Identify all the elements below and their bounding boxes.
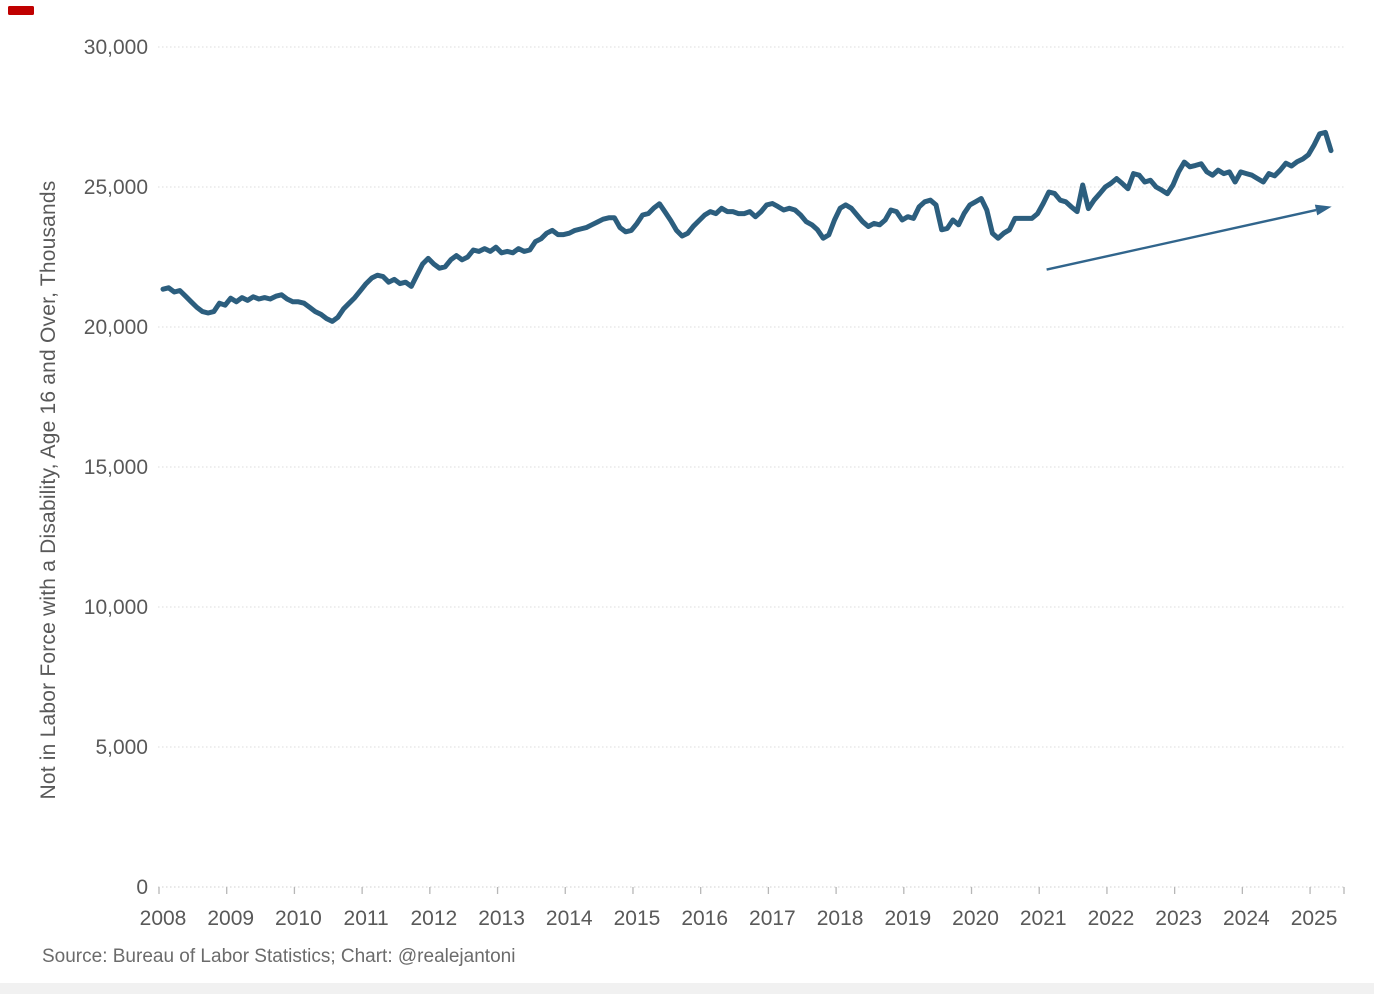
y-tick-label: 0	[136, 876, 148, 899]
y-tick-label: 30,000	[84, 36, 148, 59]
y-tick-label: 25,000	[84, 176, 148, 199]
trend-arrow-shaft	[1046, 208, 1317, 271]
x-tick-label: 2024	[1223, 907, 1270, 930]
x-tick-label: 2021	[1020, 907, 1067, 930]
x-tick-label: 2018	[817, 907, 864, 930]
x-tick-label: 2010	[275, 907, 322, 930]
x-tick-label: 2008	[140, 907, 187, 930]
x-tick-label: 2015	[614, 907, 661, 930]
trend-arrow-head	[1314, 204, 1332, 216]
x-tick-label: 2014	[546, 907, 593, 930]
x-tick-label: 2013	[478, 907, 525, 930]
y-tick-label: 15,000	[84, 456, 148, 479]
x-tick-label: 2009	[207, 907, 254, 930]
x-tick-label: 2016	[681, 907, 728, 930]
data-line-series	[160, 129, 1334, 324]
x-tick-label: 2017	[749, 907, 796, 930]
red-dash-mark	[8, 6, 34, 15]
y-tick-label: 20,000	[84, 316, 148, 339]
y-tick-label: 10,000	[84, 596, 148, 619]
x-tick-label: 2020	[952, 907, 999, 930]
x-tick-label: 2012	[410, 907, 457, 930]
x-tick-label: 2011	[344, 907, 389, 930]
y-tick-label: 5,000	[95, 736, 148, 759]
source-caption: Source: Bureau of Labor Statistics; Char…	[42, 946, 516, 967]
x-tick-label: 2025	[1291, 907, 1338, 930]
x-tick-label: 2023	[1155, 907, 1202, 930]
x-tick-label: 2019	[884, 907, 931, 930]
bottom-edge-bar	[0, 983, 1374, 994]
y-axis-title: Not in Labor Force with a Disability, Ag…	[37, 180, 60, 800]
x-tick-label: 2022	[1088, 907, 1135, 930]
